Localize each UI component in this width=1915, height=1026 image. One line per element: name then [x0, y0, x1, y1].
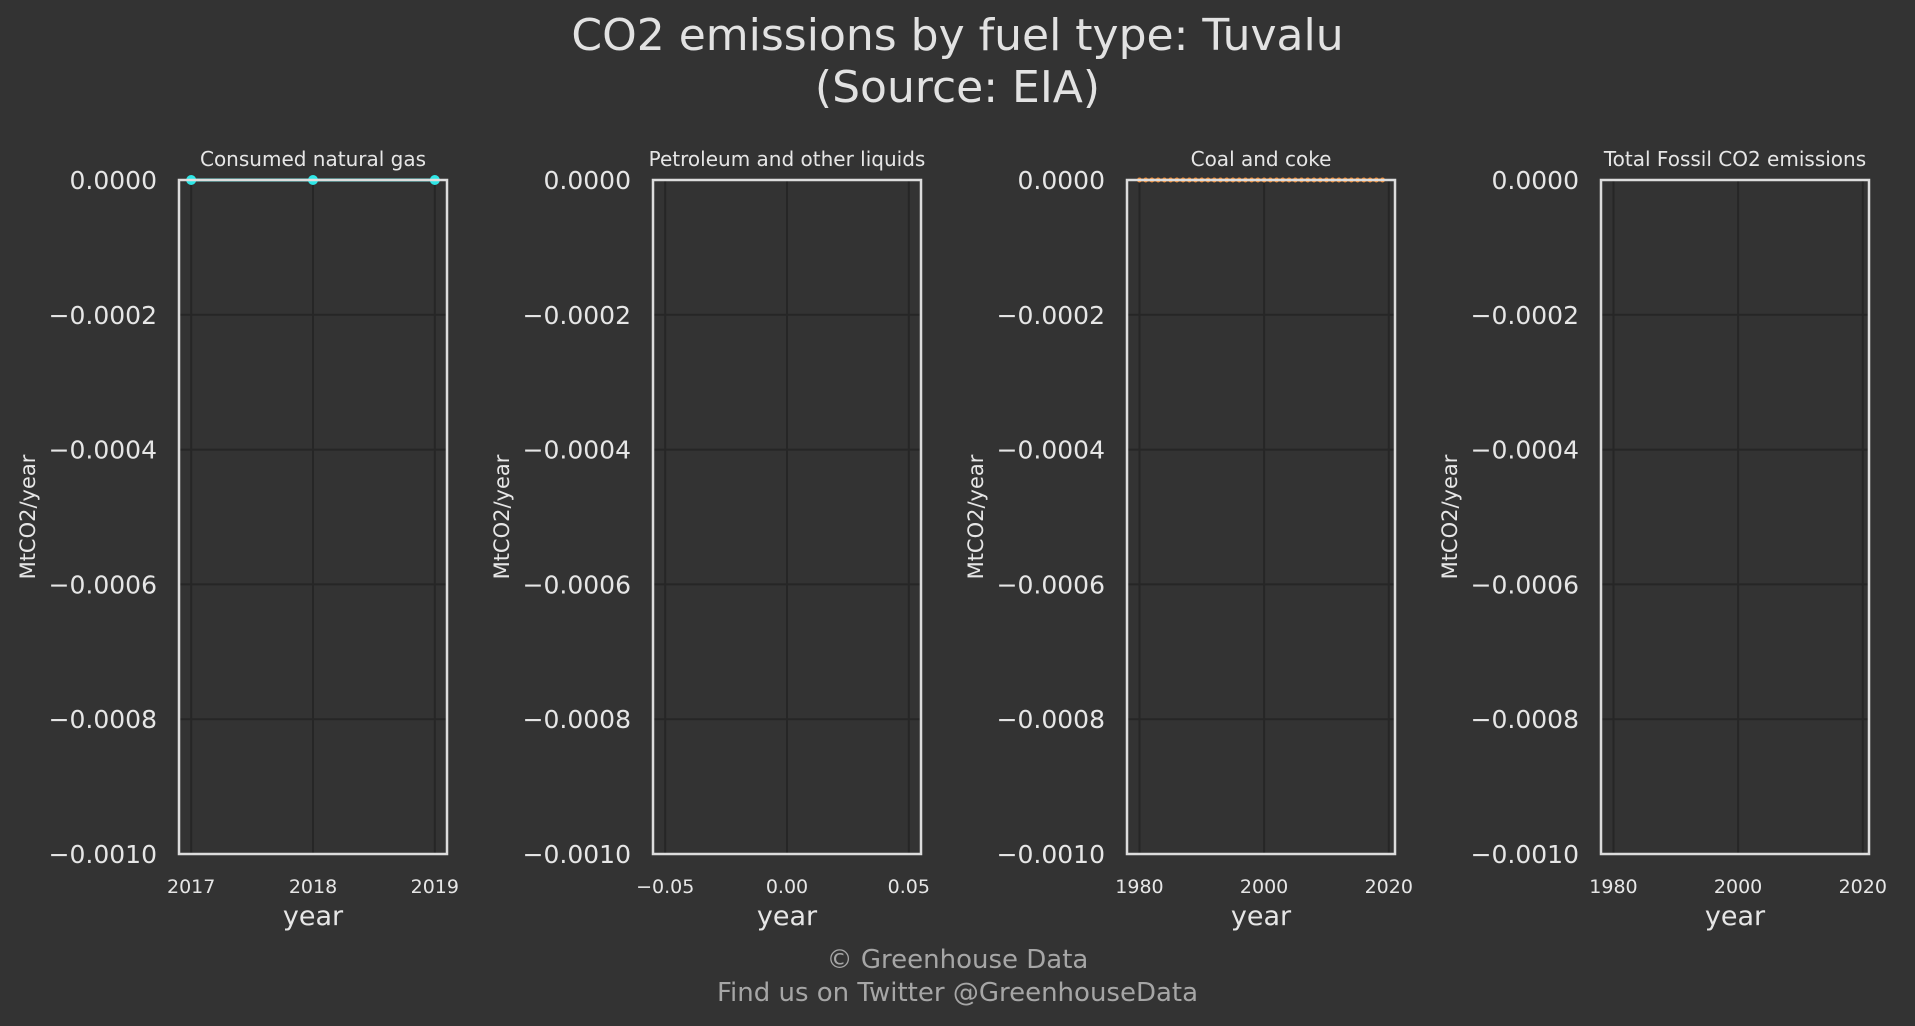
y-tick-label: −0.0010	[1471, 840, 1579, 869]
x-axis-label: year	[1231, 901, 1292, 932]
y-tick-label: −0.0002	[49, 301, 157, 330]
x-tick-label: 0.00	[766, 876, 808, 898]
chart-title-block: CO2 emissions by fuel type: Tuvalu (Sour…	[0, 10, 1915, 114]
x-axis-label: year	[1705, 901, 1766, 932]
x-axis-label: year	[283, 901, 344, 932]
y-tick-label: −0.0004	[997, 436, 1105, 465]
y-tick-label: −0.0008	[1471, 705, 1579, 734]
x-tick-label: 2000	[1714, 876, 1762, 898]
panel-title: Petroleum and other liquids	[649, 147, 926, 171]
plot-frame	[177, 178, 449, 856]
y-tick-label: −0.0006	[49, 570, 157, 599]
x-tick-label: 0.05	[888, 876, 930, 898]
y-tick-label: 0.0000	[1018, 166, 1105, 195]
panel-title: Consumed natural gas	[200, 147, 426, 171]
y-tick-label: −0.0008	[997, 705, 1105, 734]
y-tick-label: −0.0006	[997, 570, 1105, 599]
x-tick-label: 2018	[289, 876, 337, 898]
y-tick-label: −0.0004	[523, 436, 631, 465]
x-tick-label: 2020	[1839, 876, 1887, 898]
plot-frame	[1125, 178, 1397, 856]
y-tick-label: 0.0000	[544, 166, 631, 195]
plot-frame	[651, 178, 923, 856]
y-tick-label: −0.0004	[49, 436, 157, 465]
x-tick-label: 2020	[1365, 876, 1413, 898]
y-axis-label: MtCO2/year	[16, 454, 40, 579]
chart-subtitle: (Source: EIA)	[814, 62, 1101, 113]
y-axis-label: MtCO2/year	[1438, 454, 1462, 579]
footer-twitter: Find us on Twitter @GreenhouseData	[716, 978, 1199, 1008]
y-tick-label: −0.0008	[49, 705, 157, 734]
plot-frame	[1599, 178, 1871, 856]
panel-4: 0.0000 −0.0002 −0.0004 −0.0006 −0.0008 −0.001…	[1438, 147, 1887, 932]
panel-3: 0.0000 −0.0002 −0.0004 −0.0006 −0.0008 −0.001…	[964, 147, 1413, 932]
panel-title: Total Fossil CO2 emissions	[1603, 147, 1866, 171]
panel-2: 0.0000 −0.0002 −0.0004 −0.0006 −0.0008 −0.001…	[490, 147, 930, 932]
y-tick-label: −0.0002	[997, 301, 1105, 330]
plot-area	[1601, 180, 1869, 854]
y-tick-label: −0.0002	[1471, 301, 1579, 330]
footer: © Greenhouse Data Find us on Twitter @Gr…	[0, 944, 1915, 1010]
y-tick-label: 0.0000	[70, 166, 157, 195]
y-axis-label: MtCO2/year	[490, 454, 514, 579]
y-tick-label: −0.0006	[523, 570, 631, 599]
y-tick-label: −0.0008	[523, 705, 631, 734]
plot-area	[1127, 180, 1395, 854]
chart-title: CO2 emissions by fuel type: Tuvalu	[571, 10, 1344, 61]
x-axis-label: year	[757, 901, 818, 932]
y-tick-label: −0.0010	[49, 840, 157, 869]
y-tick-label: 0.0000	[1492, 166, 1579, 195]
x-tick-label: 2000	[1240, 876, 1288, 898]
x-tick-label: 1980	[1115, 876, 1163, 898]
x-tick-label: −0.05	[636, 876, 694, 898]
x-tick-label: 2017	[167, 876, 215, 898]
footer-copyright: © Greenhouse Data	[826, 945, 1089, 975]
y-tick-label: −0.0006	[1471, 570, 1579, 599]
panel-title: Coal and coke	[1191, 147, 1332, 171]
x-tick-label: 2019	[411, 876, 459, 898]
y-tick-label: −0.0010	[523, 840, 631, 869]
x-tick-label: 1980	[1589, 876, 1637, 898]
y-tick-label: −0.0004	[1471, 436, 1579, 465]
y-tick-label: −0.0010	[997, 840, 1105, 869]
y-tick-label: −0.0002	[523, 301, 631, 330]
panel-1: 0.0000 −0.0002 −0.0004 −0.0006 −0.0008 −0.001…	[16, 147, 459, 932]
y-axis-label: MtCO2/year	[964, 454, 988, 579]
